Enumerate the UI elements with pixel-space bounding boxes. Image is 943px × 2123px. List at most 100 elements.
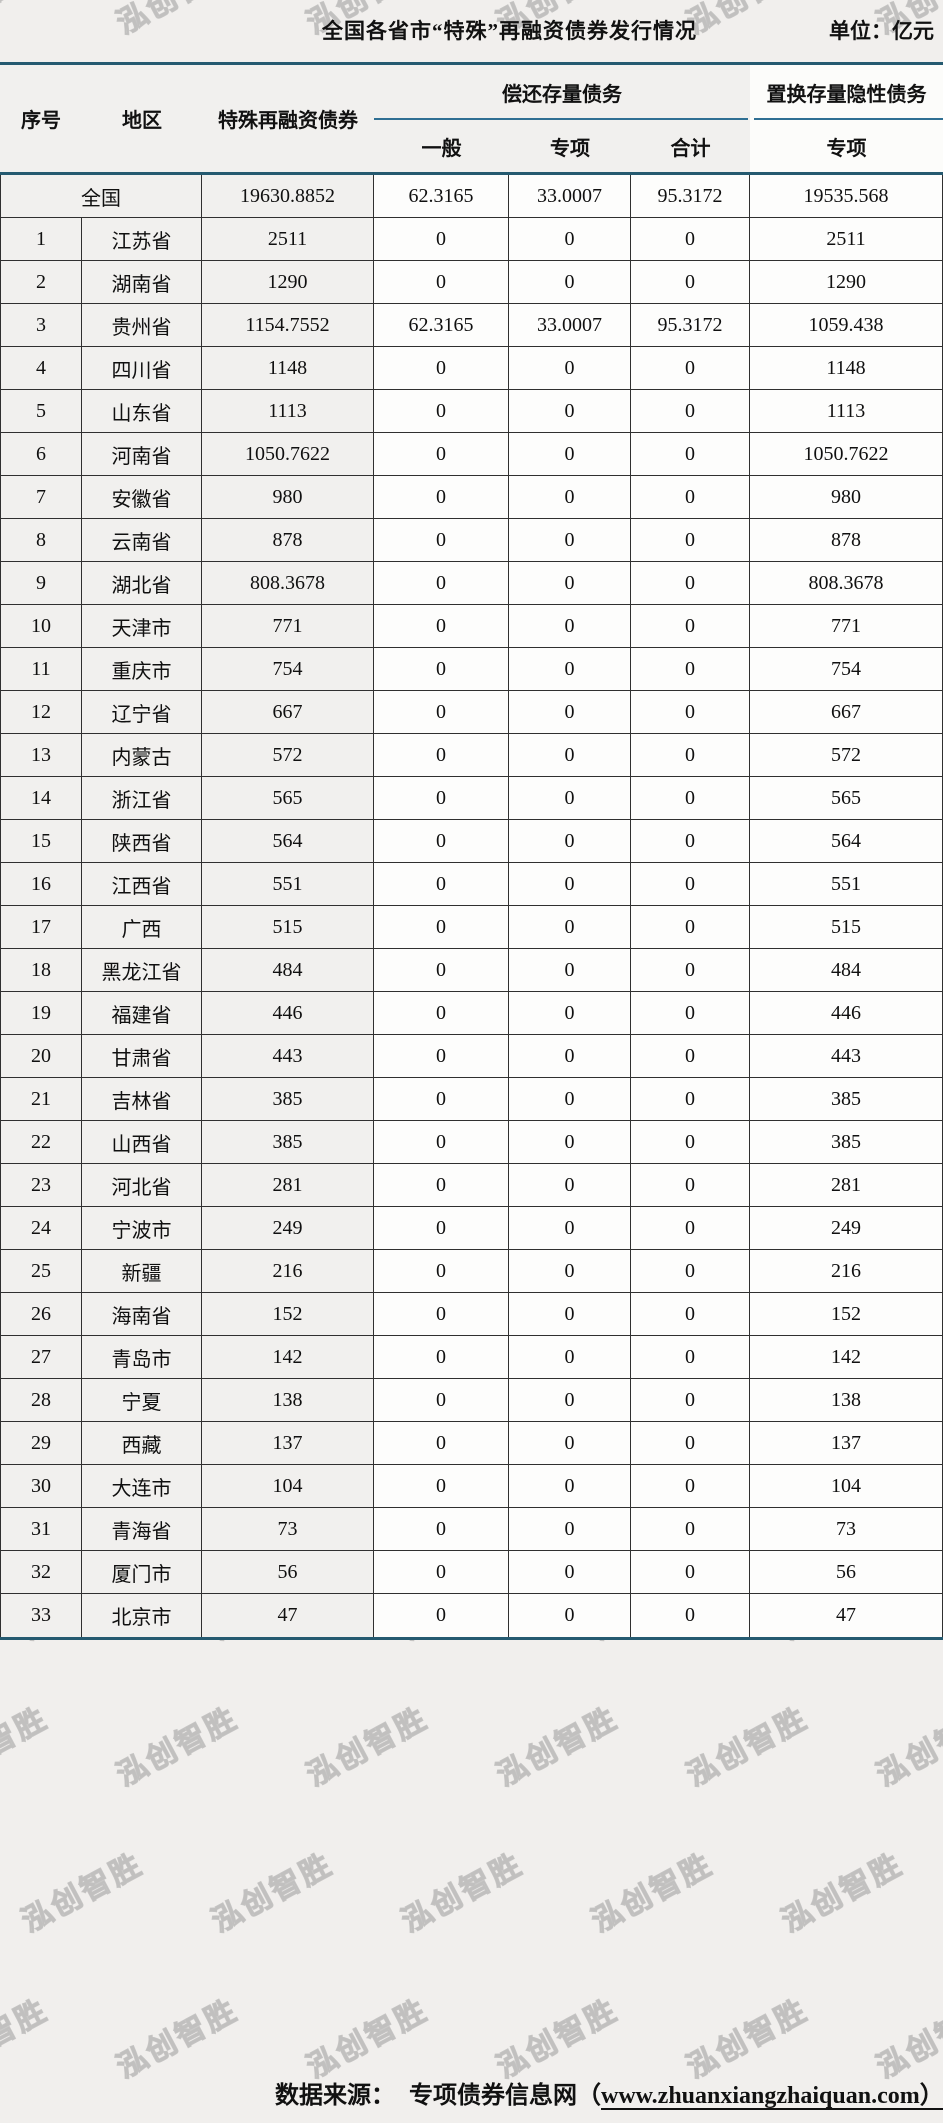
cell-value: 754	[750, 648, 943, 691]
cell-value: 443	[202, 1035, 374, 1078]
cell-value: 0	[509, 863, 631, 906]
cell-value: 0	[631, 777, 750, 820]
cell-region: 天津市	[82, 605, 202, 648]
cell-value: 0	[509, 218, 631, 261]
cell-region: 浙江省	[82, 777, 202, 820]
cell-index: 31	[0, 1508, 82, 1551]
cell-value: 0	[631, 1250, 750, 1293]
cell-value: 551	[202, 863, 374, 906]
cell-region: 河南省	[82, 433, 202, 476]
cell-index: 25	[0, 1250, 82, 1293]
cell-index: 27	[0, 1336, 82, 1379]
cell-value: 0	[509, 1121, 631, 1164]
bond-issuance-table: 序号 地区 特殊再融资债券 偿还存量债务 置换存量隐性债务 一般 专项 合计 专…	[0, 62, 943, 1640]
column-group-repay-existing-debt: 偿还存量债务	[374, 65, 750, 120]
cell-value: 95.3172	[631, 304, 750, 347]
table-row: 16 江西省 551 0 0 0 551	[0, 863, 943, 906]
cell-value: 0	[374, 1078, 509, 1121]
cell-region: 湖北省	[82, 562, 202, 605]
cell-value: 1113	[750, 390, 943, 433]
column-header-repay-general: 一般	[421, 137, 462, 160]
cell-value: 0	[374, 777, 509, 820]
cell-value: 564	[202, 820, 374, 863]
cell-value: 19630.8852	[202, 175, 374, 218]
cell-index: 26	[0, 1293, 82, 1336]
cell-value: 0	[631, 347, 750, 390]
cell-value: 0	[374, 1551, 509, 1594]
cell-value: 249	[750, 1207, 943, 1250]
cell-index: 18	[0, 949, 82, 992]
source-label: 数据来源：	[275, 2083, 395, 2109]
cell-region: 宁波市	[82, 1207, 202, 1250]
cell-value: 0	[631, 1336, 750, 1379]
cell-region: 山西省	[82, 1121, 202, 1164]
table-row: 2 湖南省 1290 0 0 0 1290	[0, 261, 943, 304]
cell-value: 138	[202, 1379, 374, 1422]
table-row: 24 宁波市 249 0 0 0 249	[0, 1207, 943, 1250]
table-row: 11 重庆市 754 0 0 0 754	[0, 648, 943, 691]
table-row: 32 厦门市 56 0 0 0 56	[0, 1551, 943, 1594]
cell-value: 446	[202, 992, 374, 1035]
cell-index: 17	[0, 906, 82, 949]
cell-value: 0	[631, 906, 750, 949]
cell-value: 47	[202, 1594, 374, 1637]
table-row: 30 大连市 104 0 0 0 104	[0, 1465, 943, 1508]
cell-value: 808.3678	[202, 562, 374, 605]
table-row: 13 内蒙古 572 0 0 0 572	[0, 734, 943, 777]
cell-region: 湖南省	[82, 261, 202, 304]
cell-value: 0	[631, 519, 750, 562]
cell-value: 572	[202, 734, 374, 777]
cell-region: 厦门市	[82, 1551, 202, 1594]
cell-region: 贵州省	[82, 304, 202, 347]
cell-value: 0	[631, 949, 750, 992]
cell-value: 0	[374, 1465, 509, 1508]
cell-value: 0	[374, 863, 509, 906]
table-row: 18 黑龙江省 484 0 0 0 484	[0, 949, 943, 992]
table-row: 5 山东省 1113 0 0 0 1113	[0, 390, 943, 433]
source-site-name: 专项债券信息网（	[409, 2083, 601, 2109]
cell-index: 33	[0, 1594, 82, 1637]
table-row: 22 山西省 385 0 0 0 385	[0, 1121, 943, 1164]
cell-value: 980	[202, 476, 374, 519]
unit-label: 单位：亿元	[829, 19, 934, 43]
column-header-index: 序号	[21, 110, 61, 132]
cell-value: 0	[374, 261, 509, 304]
cell-value: 0	[509, 562, 631, 605]
cell-value: 281	[202, 1164, 374, 1207]
cell-index: 7	[0, 476, 82, 519]
table-row-total: 全国 19630.8852 62.3165 33.0007 95.3172 19535.5…	[0, 175, 943, 218]
cell-value: 281	[750, 1164, 943, 1207]
page-title: 全国各省市“特殊”再融资债券发行情况	[322, 19, 697, 43]
cell-value: 1050.7622	[202, 433, 374, 476]
cell-index: 21	[0, 1078, 82, 1121]
table-row: 9 湖北省 808.3678 0 0 0 808.3678	[0, 562, 943, 605]
cell-index: 15	[0, 820, 82, 863]
cell-value: 754	[202, 648, 374, 691]
cell-index: 10	[0, 605, 82, 648]
cell-region: 陕西省	[82, 820, 202, 863]
title-band: 全国各省市“特殊”再融资债券发行情况 单位：亿元	[0, 0, 943, 62]
cell-value: 216	[750, 1250, 943, 1293]
column-header-replace-special: 专项	[750, 120, 943, 172]
cell-value: 0	[509, 992, 631, 1035]
cell-value: 0	[374, 218, 509, 261]
cell-value: 0	[631, 218, 750, 261]
cell-value: 0	[509, 605, 631, 648]
cell-value: 0	[509, 906, 631, 949]
cell-value: 0	[509, 949, 631, 992]
table-row: 19 福建省 446 0 0 0 446	[0, 992, 943, 1035]
cell-value: 0	[509, 519, 631, 562]
cell-value: 104	[202, 1465, 374, 1508]
cell-value: 0	[509, 1422, 631, 1465]
table-row: 14 浙江省 565 0 0 0 565	[0, 777, 943, 820]
cell-value: 0	[631, 820, 750, 863]
cell-value: 56	[202, 1551, 374, 1594]
table-row: 33 北京市 47 0 0 0 47	[0, 1594, 943, 1637]
source-url-link[interactable]: www.zhuanxiangzhaiquan.com）	[601, 2083, 943, 2109]
cell-index: 12	[0, 691, 82, 734]
cell-index: 14	[0, 777, 82, 820]
cell-value: 0	[631, 1465, 750, 1508]
table-row: 23 河北省 281 0 0 0 281	[0, 1164, 943, 1207]
cell-value: 73	[750, 1508, 943, 1551]
cell-value: 216	[202, 1250, 374, 1293]
